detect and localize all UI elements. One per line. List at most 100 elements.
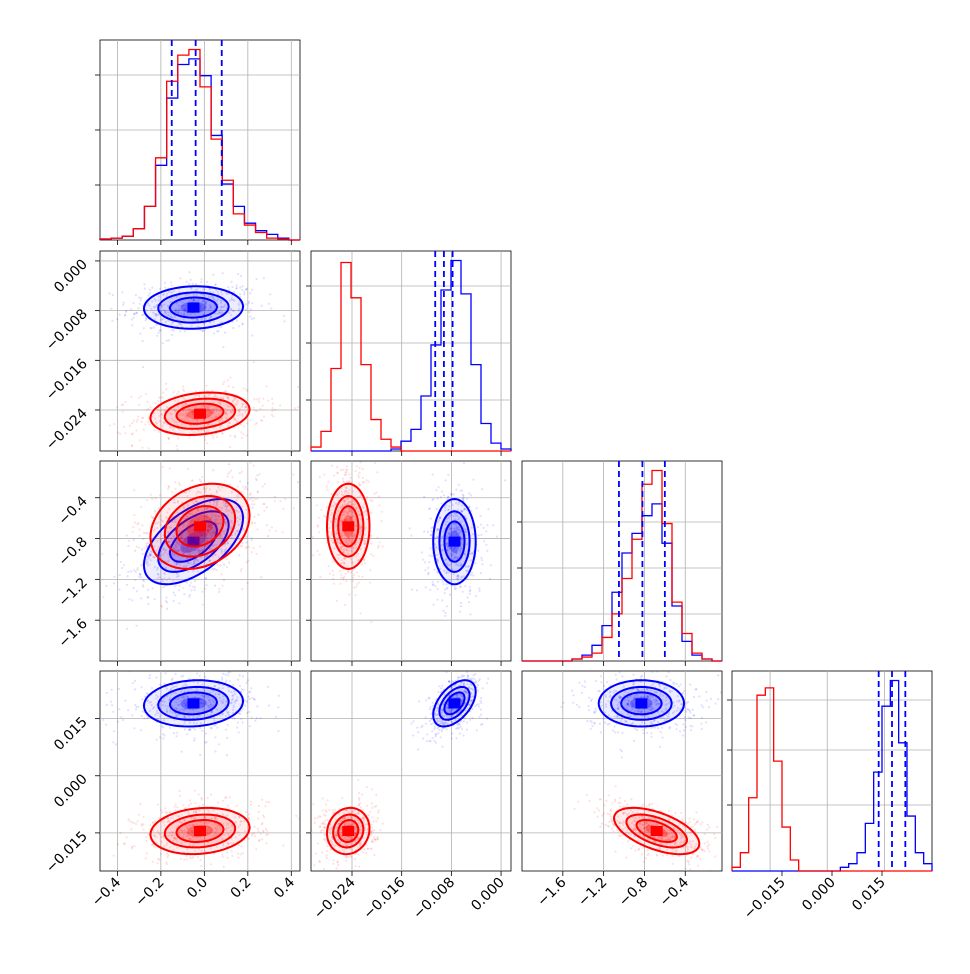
scatter-point [356,571,358,573]
scatter-point [451,738,453,740]
scatter-point [272,415,274,417]
scatter-point [124,842,126,844]
scatter-point [123,302,125,304]
scatter-point [479,515,481,517]
scatter-point [146,717,148,719]
scatter-point [219,565,221,567]
scatter-point [279,500,281,502]
scatter-point [221,679,223,681]
scatter-point [478,705,480,707]
scatter-point [246,701,248,703]
scatter-point [268,303,270,305]
scatter-point [193,589,195,591]
scatter-point [271,410,273,412]
scatter-point [132,682,134,684]
scatter-point [434,585,436,587]
scatter-point [162,342,164,344]
scatter-point [221,432,223,434]
scatter-point [362,468,364,470]
scatter-point [136,312,138,314]
scatter-point [260,576,262,578]
scatter-point [271,526,273,528]
scatter-point [223,564,225,566]
scatter-point [480,534,482,536]
scatter-point [199,675,201,677]
scatter-point [256,422,258,424]
scatter-point [297,406,299,408]
scatter-point [326,854,328,856]
scatter-point [134,550,136,552]
scatter-point [370,621,372,623]
scatter-point [205,741,207,743]
scatter-point [444,592,446,594]
scatter-point [183,390,185,392]
scatter-point [218,591,220,593]
scatter-point [428,561,430,563]
scatter-point [461,728,463,730]
scatter-point [249,698,251,700]
scatter-point [190,279,192,281]
scatter-point [328,565,330,567]
scatter-point [231,286,233,288]
scatter-point [127,709,129,711]
scatter-point [267,833,269,835]
scatter-point [348,473,350,475]
scatter-point [226,852,228,854]
scatter-point [130,570,132,572]
scatter-point [218,456,220,458]
scatter-point [141,340,143,342]
scatter-point [150,494,152,496]
scatter-point [151,587,153,589]
scatter-point [370,542,372,544]
scatter-point [256,398,258,400]
scatter-panel-3-1 [88,446,301,661]
scatter-point [358,799,360,801]
scatter-point [326,845,328,847]
scatter-point [339,570,341,572]
scatter-point [113,576,115,578]
scatter-point [147,542,149,544]
scatter-point [191,480,193,482]
scatter-point [471,572,473,574]
scatter-point [358,792,360,794]
scatter-point [101,553,103,555]
scatter-point [320,509,322,511]
scatter-point [261,838,263,840]
scatter-point [457,727,459,729]
scatter-point [131,324,133,326]
scatter-point [133,420,135,422]
scatter-point [119,433,121,435]
hist-panel-3 [517,461,722,661]
scatter-point [148,295,150,297]
scatter-point [416,589,418,591]
scatter-point [230,281,232,283]
scatter-point [166,579,168,581]
scatter-point [378,495,380,497]
scatter-point [282,531,284,533]
scatter-point [239,286,241,288]
scatter-point [434,726,436,728]
scatter-point [378,504,380,506]
scatter-point [247,560,249,562]
scatter-point [453,493,455,495]
scatter-point [217,330,219,332]
scatter-point [297,481,299,483]
scatter-point [487,508,489,510]
scatter-point [162,459,164,461]
scatter-point [451,732,453,734]
scatter-point [440,687,442,689]
scatter-point [112,294,114,296]
scatter-point [251,833,253,835]
scatter-point [105,585,107,587]
scatter-point [445,612,447,614]
scatter-point [132,317,134,319]
scatter-point [217,564,219,566]
scatter-point [124,314,126,316]
scatter-point [239,674,241,676]
scatter-point [140,564,142,566]
density-peak [187,698,199,708]
scatter-point [167,856,169,858]
scatter-point [319,476,321,478]
scatter-point [336,600,338,602]
scatter-point [410,722,412,724]
